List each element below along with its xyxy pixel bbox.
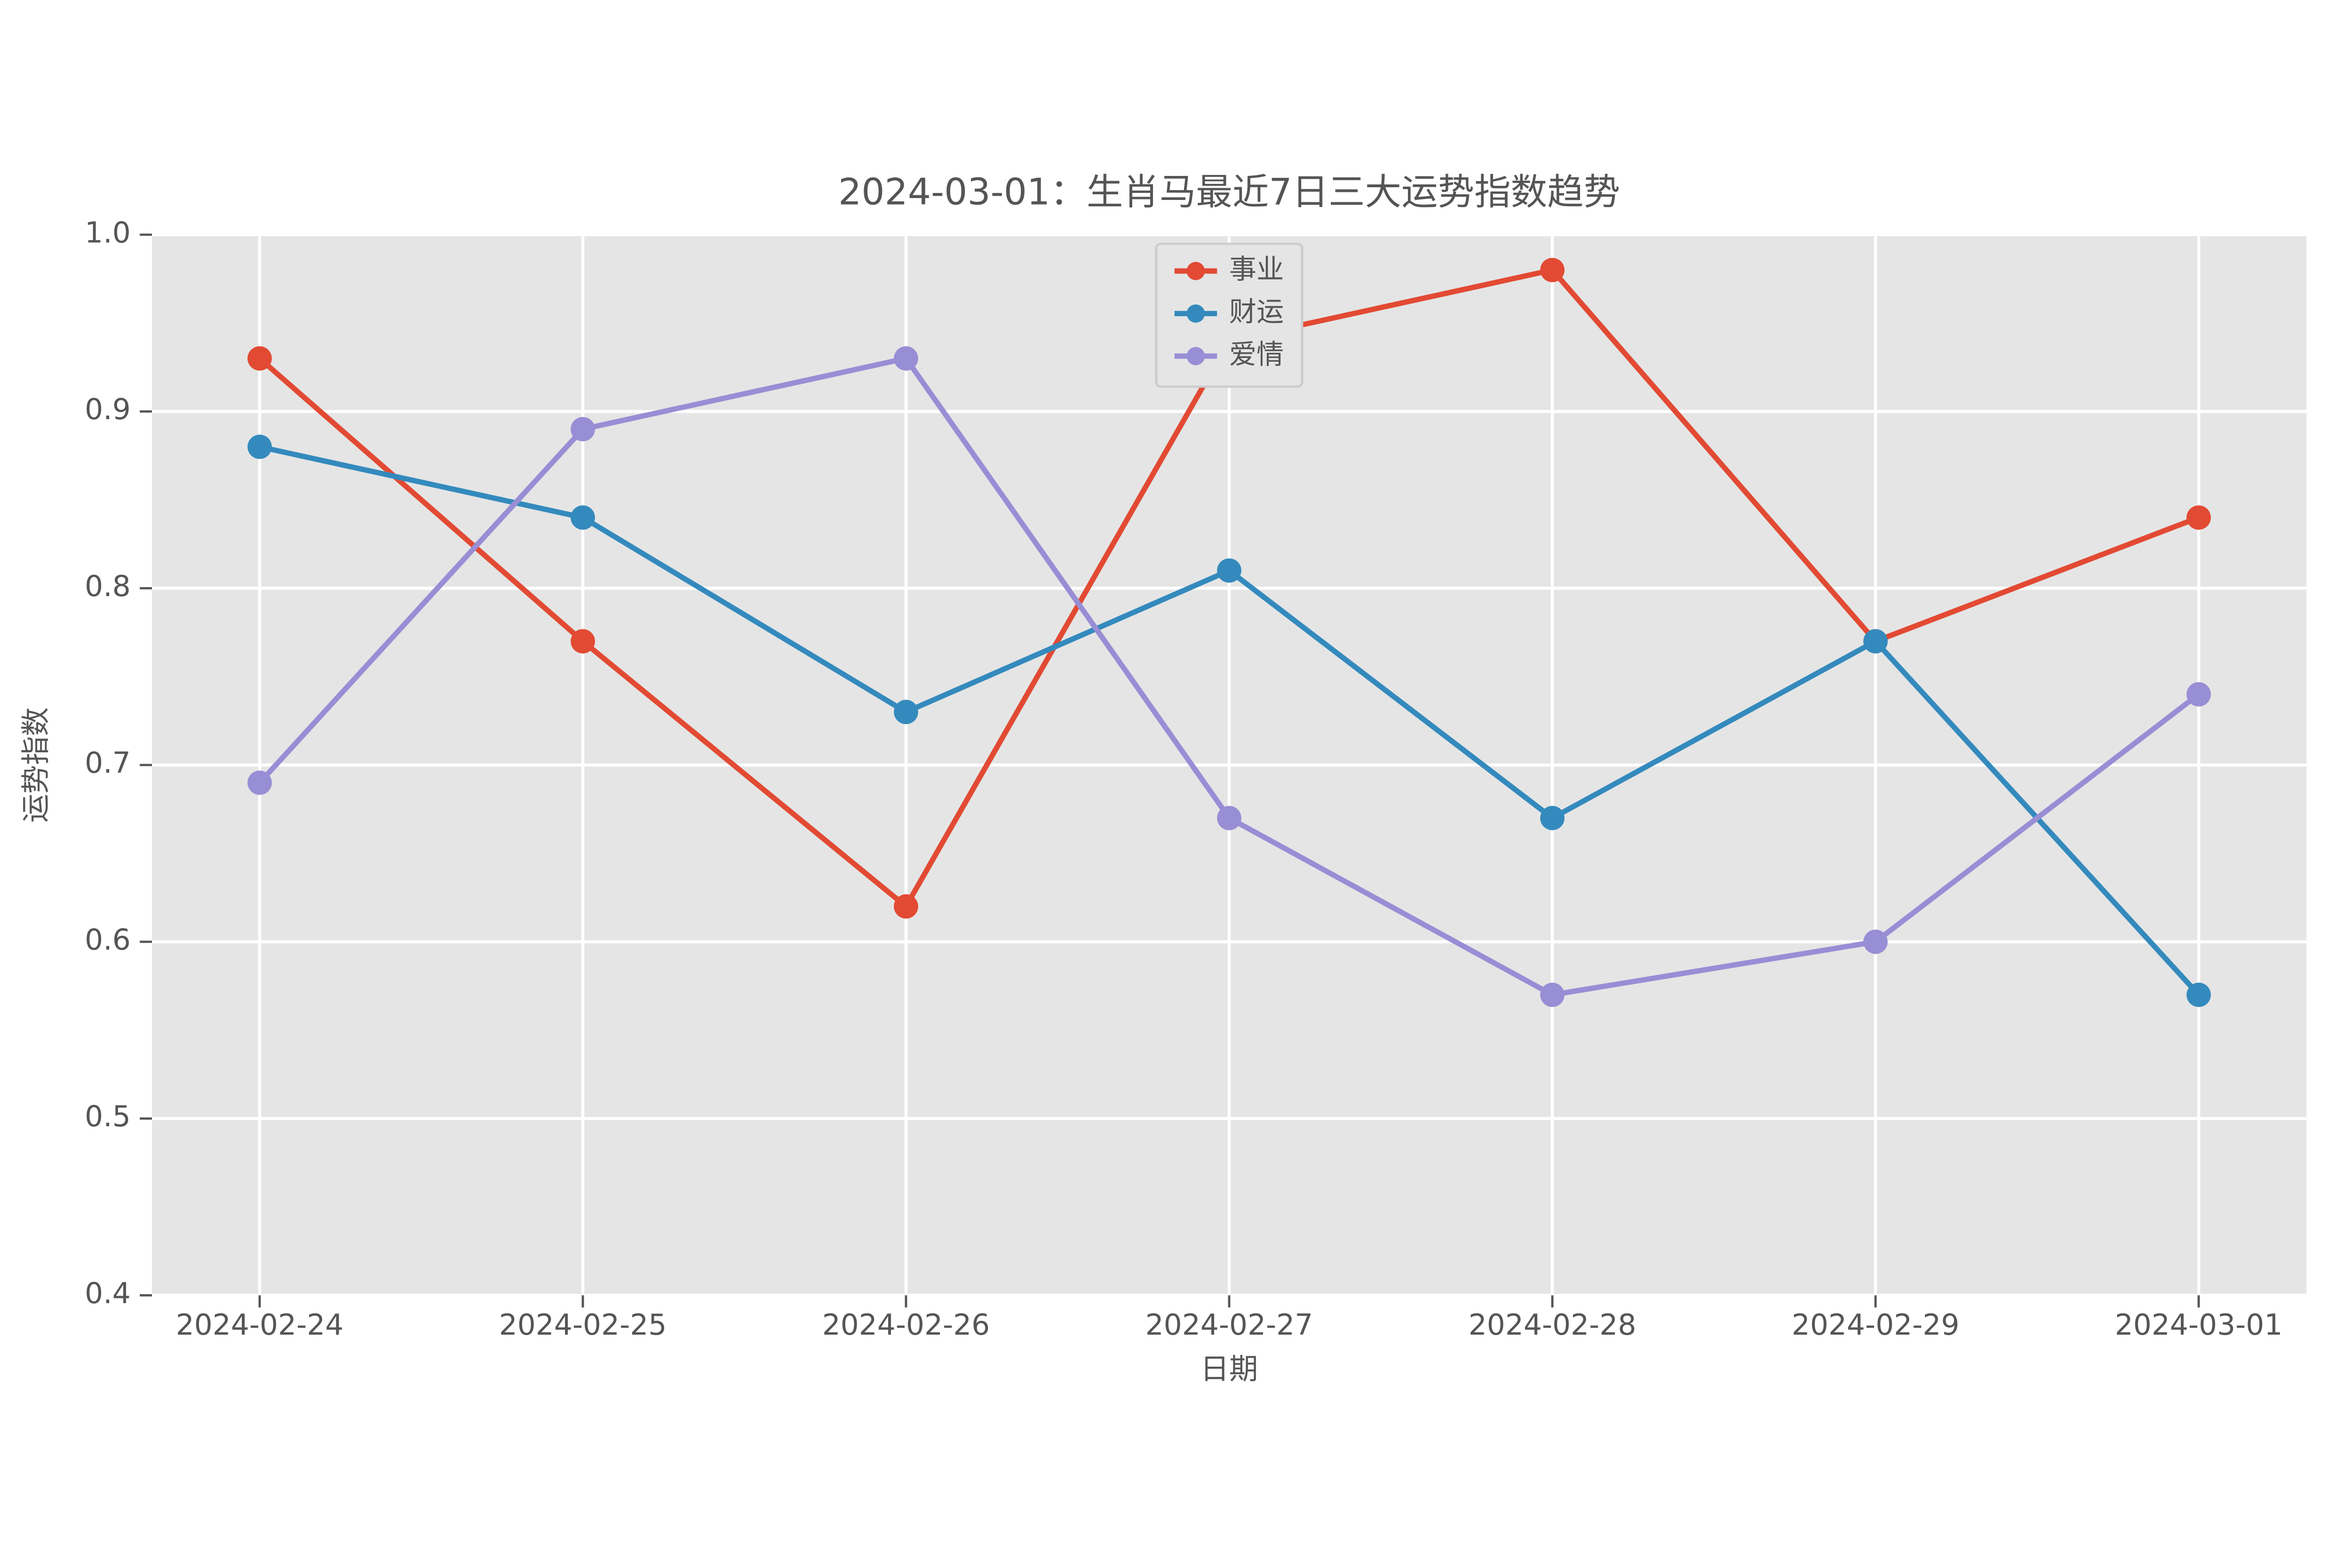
legend-label: 事业 bbox=[1229, 253, 1284, 285]
series-marker-0 bbox=[571, 629, 595, 653]
y-tick-label: 0.6 bbox=[85, 923, 131, 956]
series-marker-0 bbox=[1540, 258, 1565, 282]
series-marker-0 bbox=[2186, 505, 2211, 530]
legend-swatch-marker bbox=[1187, 347, 1205, 366]
y-axis-label: 运势指数 bbox=[19, 707, 53, 822]
legend-label: 爱情 bbox=[1229, 338, 1284, 370]
legend: 事业财运爱情 bbox=[1156, 244, 1302, 387]
legend-swatch-marker bbox=[1187, 262, 1205, 280]
y-tick-label: 1.0 bbox=[85, 216, 131, 249]
y-tick-label: 0.5 bbox=[85, 1100, 131, 1133]
series-marker-0 bbox=[894, 894, 918, 919]
legend-swatch-marker bbox=[1187, 304, 1205, 323]
x-tick-label: 2024-03-01 bbox=[2115, 1308, 2283, 1342]
series-marker-2 bbox=[247, 771, 272, 795]
x-axis-ticks: 2024-02-24 2024-02-25 2024-02-26 2024-02-27… bbox=[176, 1295, 2283, 1342]
chart-container: 0.40.50.60.70.80.91.0 2024-02-242024-02-… bbox=[0, 0, 2352, 1568]
fortune-trend-chart: 0.40.50.60.70.80.91.0 2024-02-242024-02-… bbox=[0, 0, 2352, 1568]
y-tick-label: 0.7 bbox=[85, 747, 131, 780]
series-marker-2 bbox=[894, 346, 918, 371]
series-marker-1 bbox=[1540, 806, 1565, 830]
series-marker-2 bbox=[1217, 806, 1241, 830]
x-tick-label: 2024-02-26 bbox=[822, 1308, 990, 1342]
series-marker-0 bbox=[247, 346, 272, 371]
x-tick-label: 2024-02-29 bbox=[1792, 1308, 1960, 1342]
legend-label: 财运 bbox=[1229, 296, 1284, 328]
x-tick-label: 2024-02-27 bbox=[1145, 1308, 1313, 1342]
x-tick-label: 2024-02-28 bbox=[1469, 1308, 1637, 1342]
series-marker-2 bbox=[571, 417, 595, 441]
series-marker-2 bbox=[1863, 930, 1888, 954]
x-tick-label: 2024-02-24 bbox=[176, 1308, 344, 1342]
series-marker-1 bbox=[894, 700, 918, 724]
series-marker-1 bbox=[247, 435, 272, 459]
series-marker-1 bbox=[1863, 629, 1888, 653]
chart-title: 2024-03-01：生肖马最近7日三大运势指数趋势 bbox=[838, 171, 1620, 213]
y-tick-label: 0.9 bbox=[85, 393, 131, 426]
x-axis-label: 日期 bbox=[1200, 1353, 1258, 1386]
y-tick-label: 0.4 bbox=[85, 1277, 131, 1310]
y-axis-ticks: 0.4 0.5 0.6 0.7 0.8 0.9 1.0 bbox=[85, 216, 152, 1310]
series-marker-1 bbox=[1217, 558, 1241, 583]
series-marker-2 bbox=[1540, 983, 1565, 1007]
x-tick-label: 2024-02-25 bbox=[499, 1308, 667, 1342]
series-marker-1 bbox=[2186, 983, 2211, 1007]
series-marker-1 bbox=[571, 505, 595, 530]
y-tick-label: 0.8 bbox=[85, 570, 131, 603]
series-marker-2 bbox=[2186, 682, 2211, 707]
